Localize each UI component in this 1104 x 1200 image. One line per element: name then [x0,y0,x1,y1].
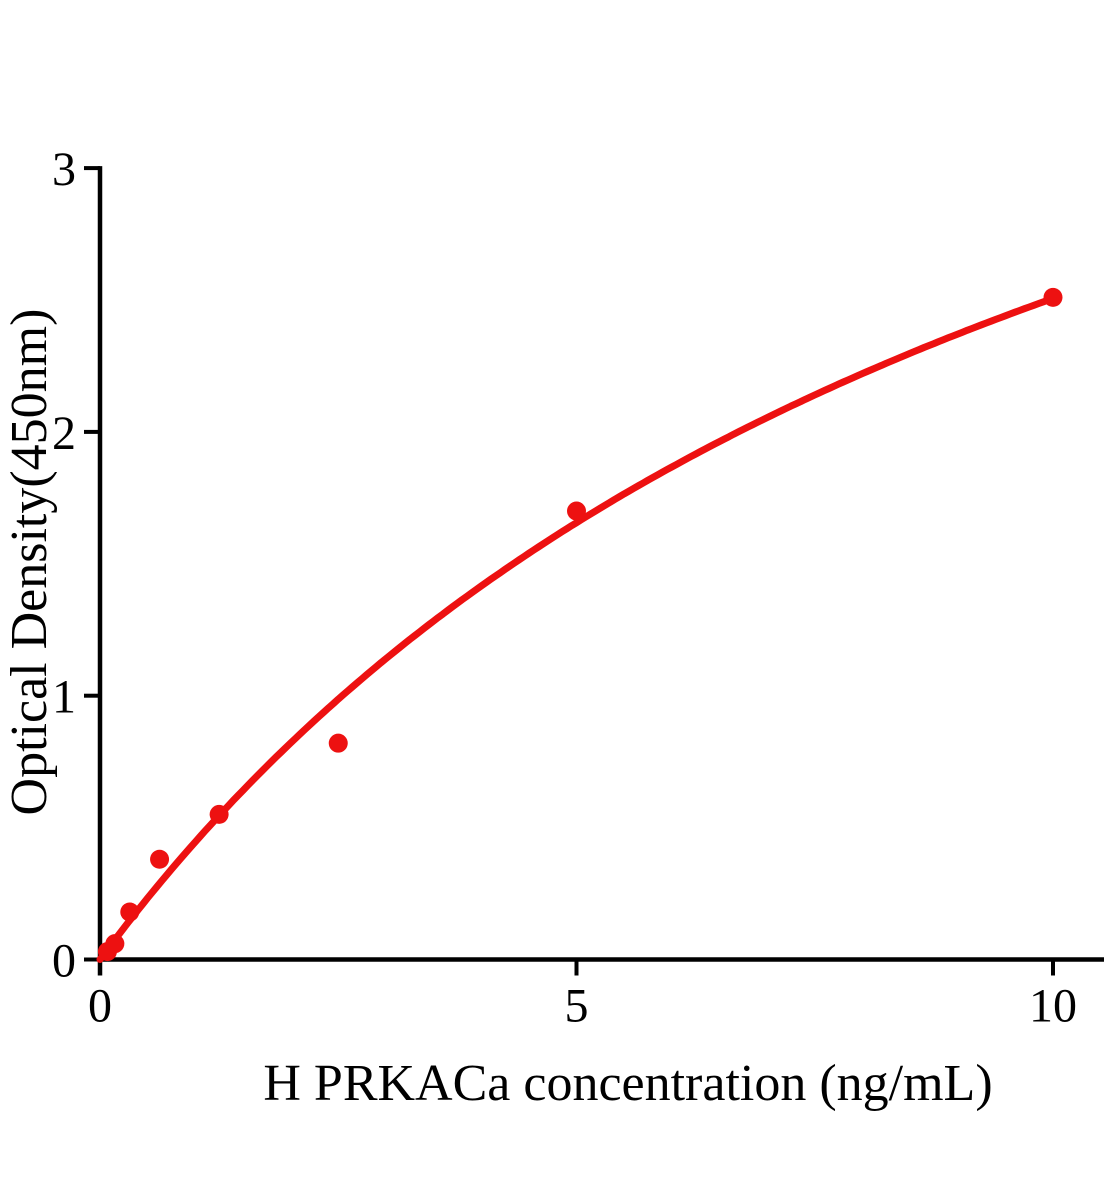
y-tick-label: 0 [52,935,76,988]
y-tick-label: 3 [52,143,76,196]
data-point [328,733,348,753]
x-axis-ticks: 0 5 10 [88,959,1077,1033]
x-tick-label: 10 [1029,980,1077,1033]
data-point [120,902,140,922]
data-point [1043,287,1063,307]
y-tick-label: 2 [52,407,76,460]
data-point [567,501,586,521]
y-axis-title: Optical Density(450nm) [1,309,58,816]
axes [97,166,1104,976]
y-tick-label: 1 [52,671,76,724]
data-point [105,934,125,954]
x-axis-title: H PRKACa concentration (ng/mL) [263,1055,992,1112]
y-axis-ticks: 0 1 2 3 [52,143,100,988]
fit-curve-line [96,294,1057,963]
data-points [97,287,1063,962]
x-tick-label: 5 [565,980,589,1033]
x-tick-label: 0 [88,980,112,1033]
data-point [209,804,229,824]
data-point [150,849,170,869]
